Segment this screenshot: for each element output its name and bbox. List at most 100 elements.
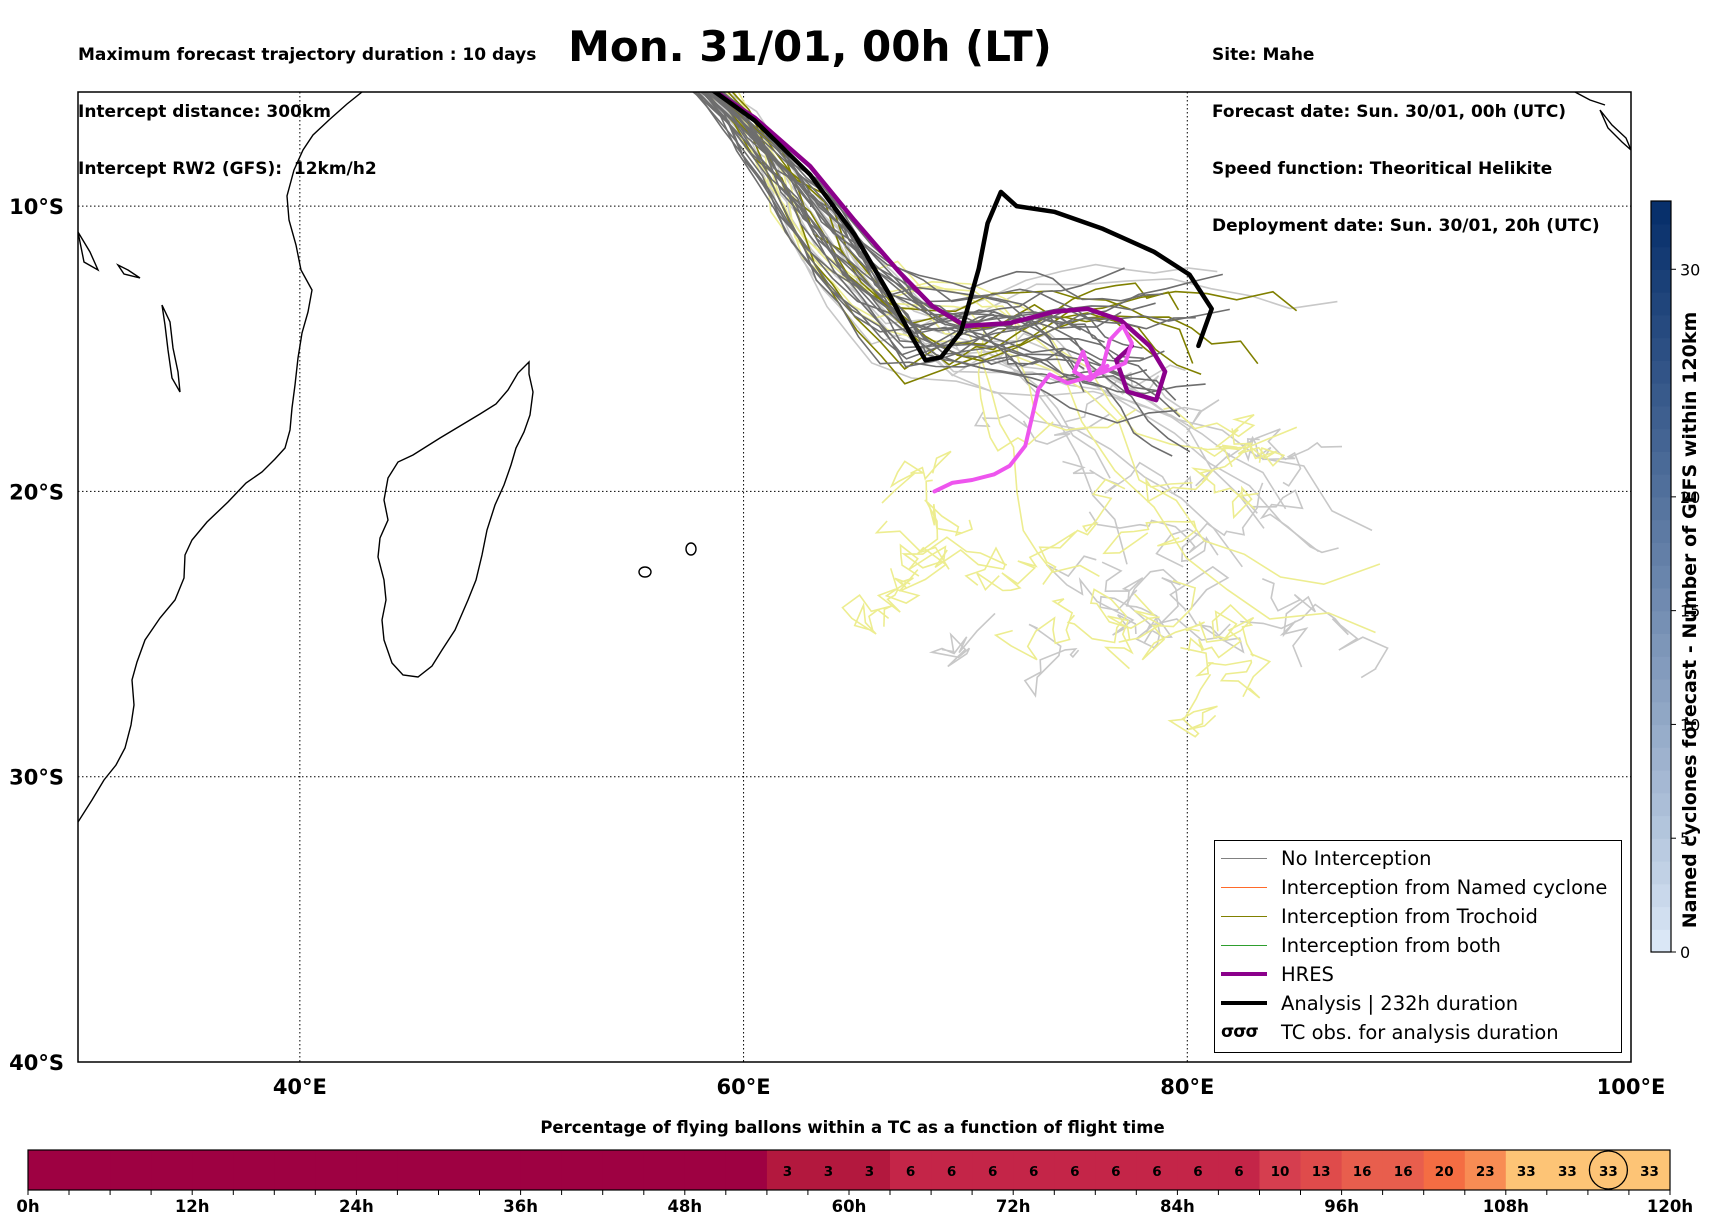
- hres-track: [712, 92, 1168, 403]
- time-bar-cell: [1054, 1150, 1096, 1190]
- colorbar-segment: [1651, 587, 1671, 612]
- ensemble-track: [1180, 646, 1261, 699]
- time-bar-tick-label: 108h: [1483, 1197, 1529, 1216]
- ensemble-trochoid-tracks: [700, 92, 1298, 385]
- ensemble-track: [874, 520, 950, 577]
- time-bar-value-label: 33: [1599, 1164, 1618, 1180]
- ensemble-track: [1198, 604, 1272, 698]
- ensemble-track: [924, 499, 973, 537]
- ensemble-track: [708, 92, 1125, 316]
- header-left-line: Intercept distance: 300km: [78, 102, 331, 122]
- time-bar-tick-label: 96h: [1324, 1197, 1359, 1216]
- ensemble-track: [706, 92, 1338, 325]
- time-bar-tick-label: 60h: [832, 1197, 867, 1216]
- header-right-line: Forecast date: Sun. 30/01, 00h (UTC): [1212, 102, 1567, 122]
- legend-item-hres: HRES: [1221, 961, 1334, 987]
- ensemble-track: [876, 568, 921, 613]
- time-bar-value-label: 6: [1152, 1164, 1161, 1180]
- legend-swatch: [1221, 1001, 1267, 1005]
- legend-swatch: [1221, 915, 1267, 917]
- colorbar-segment: [1651, 337, 1671, 361]
- time-bar-cell: [315, 1150, 357, 1190]
- legend-item-both: Interception from both: [1221, 932, 1501, 958]
- time-bar-cell: [1382, 1150, 1425, 1190]
- colorbar-segment: [1651, 269, 1671, 293]
- time-bar-cell: [151, 1150, 193, 1190]
- time-bar-cell: [1628, 1150, 1671, 1190]
- colorbar-tick-label: 20: [1680, 488, 1700, 507]
- time-bar-value-label: 6: [1111, 1164, 1120, 1180]
- legend-label: Analysis | 232h duration: [1281, 991, 1519, 1015]
- legend-swatch: [1221, 857, 1267, 859]
- ensemble-track: [1088, 511, 1208, 568]
- colorbar-segment: [1651, 519, 1671, 543]
- colorbar-segment: [1651, 906, 1671, 930]
- ensemble-track: [1261, 578, 1317, 668]
- cyclone-colorbar: 0 5 10 15 20 30: [1650, 200, 1700, 962]
- ensemble-track: [1066, 588, 1160, 644]
- ensemble-track: [993, 598, 1074, 661]
- time-bar-tick-label: 84h: [1160, 1197, 1195, 1216]
- time-bar-cell: [766, 1150, 809, 1190]
- map-grid: [78, 92, 1631, 1062]
- ensemble-track: [721, 92, 1164, 302]
- time-bar-tick-label: 0h: [16, 1197, 39, 1216]
- colorbar-segment: [1651, 701, 1671, 726]
- y-tick-label: 20°S: [9, 480, 64, 504]
- time-bar-cell: [233, 1150, 275, 1190]
- time-bar-value-label: 20: [1435, 1164, 1454, 1180]
- header-left-line: Maximum forecast trajectory duration : 1…: [78, 45, 537, 65]
- ensemble-track: [1167, 673, 1218, 738]
- ensemble-track: [1141, 580, 1205, 661]
- time-bar-cell: [1505, 1150, 1548, 1190]
- ensemble-track: [1187, 610, 1255, 659]
- legend-item-no-interception: No Interception: [1221, 845, 1432, 871]
- colorbar-segment: [1651, 405, 1671, 430]
- time-bar-cell: [1177, 1150, 1219, 1190]
- axis-tick-labels: 40°E 60°E 80°E 100°E 10°S 20°S 30°S 40°S: [9, 195, 1665, 1099]
- time-bar-value-label: 10: [1271, 1164, 1290, 1180]
- ensemble-track: [725, 92, 1137, 431]
- time-bar-cell: [602, 1150, 645, 1190]
- colorbar-tick-label: 0: [1680, 943, 1690, 962]
- colorbar-segment: [1651, 314, 1671, 339]
- time-bar-cell: [890, 1150, 932, 1190]
- legend-label: Interception from both: [1281, 933, 1501, 957]
- colorbar-segment: [1651, 246, 1671, 270]
- time-bar-value-label: 6: [1234, 1164, 1243, 1180]
- legend-label: TC obs. for analysis duration: [1281, 1020, 1559, 1044]
- time-bar-value-label: 33: [1558, 1164, 1577, 1180]
- ensemble-track: [928, 612, 996, 668]
- time-bar-cell: [69, 1150, 111, 1190]
- time-bar-cell: [1095, 1150, 1137, 1190]
- main-tracks: [711, 92, 1214, 494]
- ensemble-track: [976, 531, 1077, 592]
- ensemble-track: [841, 593, 892, 635]
- time-bar-cell: [397, 1150, 439, 1190]
- time-bar-value-label: 6: [1029, 1164, 1038, 1180]
- colorbar-segment: [1651, 610, 1671, 634]
- x-tick-label: 60°E: [717, 1075, 771, 1099]
- time-bar-current-marker: [1588, 1150, 1629, 1190]
- time-bar-value-label: 6: [947, 1164, 956, 1180]
- legend: No Interception Interception from Named …: [1214, 840, 1622, 1053]
- time-bar-cell: [110, 1150, 152, 1190]
- ensemble-track: [693, 92, 1122, 334]
- colorbar-segment: [1651, 883, 1671, 908]
- legend-swatch: [1221, 972, 1267, 976]
- time-bar-cell: [1013, 1150, 1055, 1190]
- colorbar-segment: [1651, 838, 1671, 862]
- ensemble-track: [1163, 406, 1256, 468]
- time-bar-cell: [725, 1150, 768, 1190]
- coastlines: [78, 92, 1631, 823]
- chart-title: Mon. 31/01, 00h (LT): [568, 22, 1052, 71]
- time-bar-tick-label: 12h: [175, 1197, 210, 1216]
- ensemble-track: [706, 92, 1128, 565]
- time-bar-cell: [1464, 1150, 1507, 1190]
- legend-swatch: [1221, 886, 1267, 888]
- colorbar-segment: [1651, 769, 1671, 794]
- time-bar-cell: [972, 1150, 1014, 1190]
- legend-swatch: [1221, 944, 1267, 946]
- time-bar-value-label: 16: [1353, 1164, 1372, 1180]
